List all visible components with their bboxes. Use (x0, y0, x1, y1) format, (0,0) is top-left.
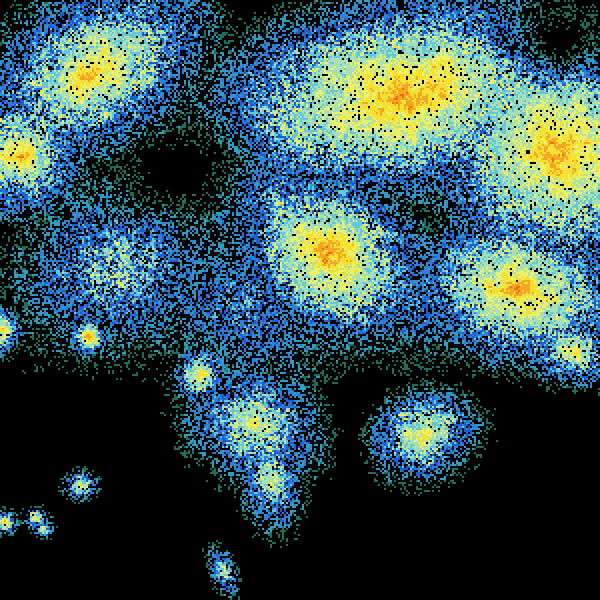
radar-reflectivity-canvas (0, 0, 600, 600)
radar-image-root: Weather Radar Reflectivity Composite NWS… (0, 0, 600, 600)
